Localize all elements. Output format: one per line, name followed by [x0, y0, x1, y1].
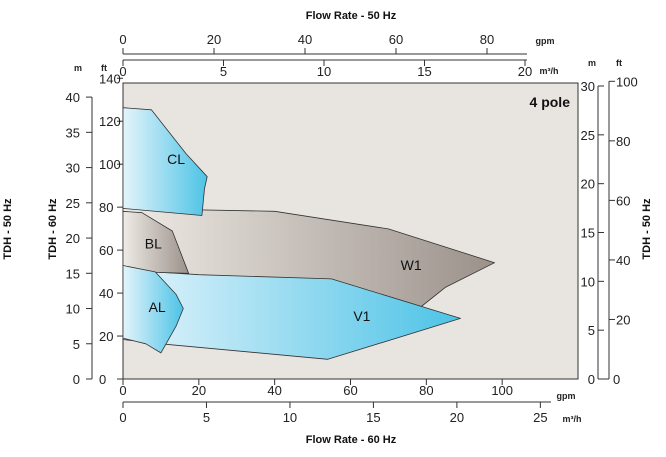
label-w1: W1	[401, 257, 422, 273]
right-ft-tick-label: 20	[616, 312, 630, 327]
label-v1: V1	[353, 308, 370, 324]
right-ft-tick-label: 40	[616, 253, 630, 268]
top-m3h-unit: m³/h	[540, 66, 559, 76]
label-bl: BL	[145, 236, 162, 252]
bottom-axis-title: Flow Rate - 60 Hz	[306, 434, 397, 446]
bottom-gpm-unit: gpm	[557, 391, 576, 401]
top-m3h-tick-label: 0	[119, 64, 126, 79]
left-m-tick-label: 25	[66, 196, 80, 211]
left-m-tick-label: 30	[66, 161, 80, 176]
right-ft-zero-label: 0	[613, 372, 620, 387]
right-m-tick-label: 10	[581, 274, 595, 289]
top-m3h-tick-label: 20	[518, 64, 532, 79]
right-m-tick-label: 20	[581, 177, 595, 192]
right-m-tick-label: 0	[588, 372, 595, 387]
top-gpm-unit: gpm	[536, 36, 555, 46]
left-m-tick-label: 20	[66, 231, 80, 246]
series-layer	[123, 107, 496, 360]
bottom-m3h-tick-label: 15	[366, 410, 380, 425]
bottom-gpm-tick-label: 80	[419, 383, 433, 398]
bottom-gpm-tick-label: 60	[343, 383, 357, 398]
left-ft-tick-label: 120	[99, 114, 121, 129]
label-cl: CL	[167, 151, 185, 167]
right-m-tick-label: 5	[588, 323, 595, 338]
right-ft-tick-label: 80	[616, 134, 630, 149]
bottom-gpm-tick-label: 20	[192, 383, 206, 398]
right-ft-tick-label: 100	[616, 74, 638, 89]
left-m-tick-label: 10	[66, 302, 80, 317]
right-m-tick-label: 15	[581, 226, 595, 241]
top-axis-title: Flow Rate - 50 Hz	[306, 10, 397, 22]
bottom-m3h-unit: m³/h	[563, 414, 582, 424]
outer-left-axis-title: TDH - 50 Hz	[2, 198, 14, 260]
right-m-unit: m	[588, 58, 596, 68]
top-gpm-tick-label: 0	[119, 32, 126, 47]
left-ft-tick-label: 0	[99, 372, 106, 387]
bottom-m3h-tick-label: 0	[119, 410, 126, 425]
left-m-tick-label: 15	[66, 266, 80, 281]
series-cl	[123, 107, 208, 216]
left-ft-unit: ft	[101, 63, 107, 73]
top-gpm-tick-label: 20	[207, 32, 221, 47]
pole-badge: 4 pole	[530, 94, 571, 110]
left-m-unit: m	[74, 63, 82, 73]
left-ft-tick-label: 80	[99, 200, 113, 215]
right-m-tick-label: 25	[581, 128, 595, 143]
bottom-gpm-tick-label: 0	[119, 383, 126, 398]
top-m3h-tick-label: 10	[317, 64, 331, 79]
label-al: AL	[149, 299, 166, 315]
curve-labels: CL BL W1 AL V1	[145, 151, 422, 324]
top-gpm-tick-label: 60	[389, 32, 403, 47]
left-m-tick-label: 5	[73, 337, 80, 352]
left-ft-tick-label: 100	[99, 157, 121, 172]
left-m-tick-label: 35	[66, 125, 80, 140]
left-ft-tick-label: 40	[99, 286, 113, 301]
bottom-m3h-tick-label: 10	[283, 410, 297, 425]
left-ft-tick-label: 20	[99, 329, 113, 344]
bottom-gpm-tick-label: 100	[491, 383, 513, 398]
left-ft-tick-label: 140	[99, 71, 121, 86]
bottom-gpm-tick-label: 40	[267, 383, 281, 398]
right-ft-tick-label: 60	[616, 193, 630, 208]
bottom-m3h-tick-label: 25	[533, 410, 547, 425]
left-m-tick-label: 0	[73, 372, 80, 387]
top-gpm-tick-label: 80	[480, 32, 494, 47]
top-m3h-tick-label: 15	[417, 64, 431, 79]
left-m-tick-label: 40	[66, 90, 80, 105]
bottom-m3h-tick-label: 5	[203, 410, 210, 425]
bottom-m3h-tick-label: 20	[450, 410, 464, 425]
series-al	[123, 265, 184, 354]
top-gpm-tick-label: 40	[298, 32, 312, 47]
series-v1	[123, 269, 461, 360]
left-axis-title: TDH - 60 Hz	[47, 198, 59, 260]
right-ft-unit: ft	[616, 58, 622, 68]
right-axis-title: TDH - 50 Hz	[641, 198, 653, 260]
top-m3h-tick-label: 5	[220, 64, 227, 79]
right-m-tick-label: 30	[581, 79, 595, 94]
left-ft-tick-label: 60	[99, 243, 113, 258]
